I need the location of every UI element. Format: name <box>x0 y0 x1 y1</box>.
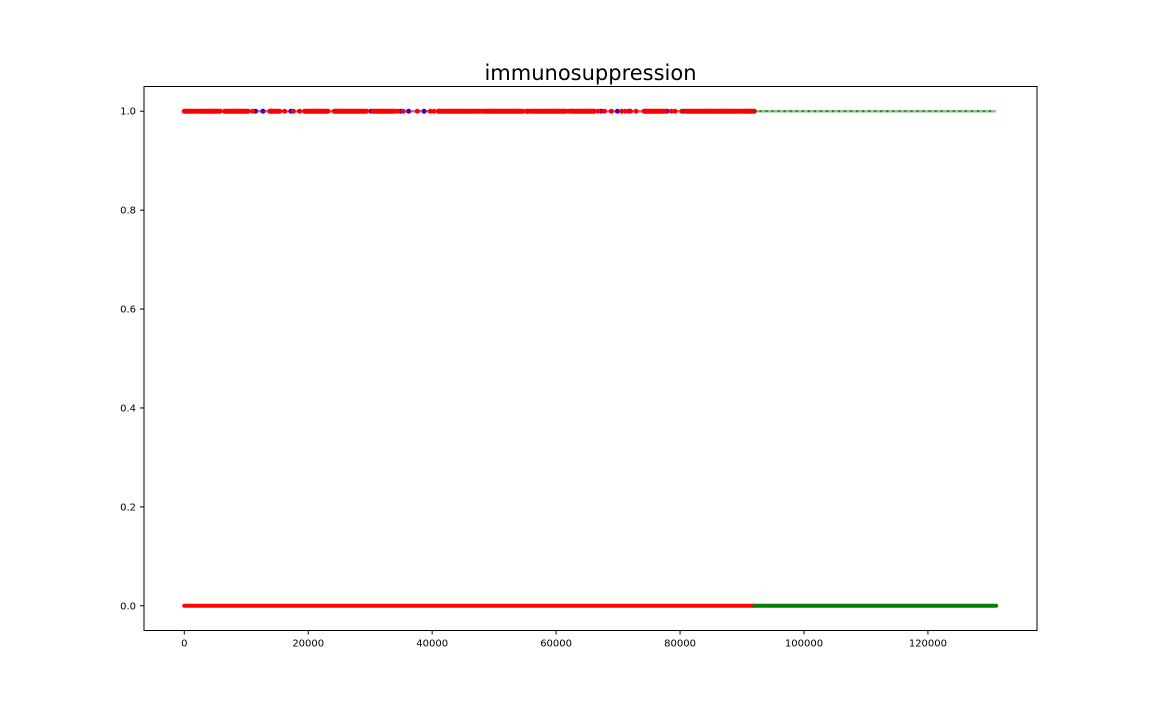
series-3-point-12 <box>595 108 601 114</box>
x-tick-label-0: 0 <box>181 639 187 650</box>
x-axis: 0 20000 40000 60000 80000 100000 120000 <box>181 630 947 650</box>
series-4-speck-22 <box>837 110 841 113</box>
series-3-point-8 <box>431 108 437 114</box>
y-tick-label-4: 0.8 <box>120 206 136 217</box>
series-3-point-18 <box>633 108 639 114</box>
series-3-point-13 <box>601 108 607 114</box>
series-3-point-0 <box>249 108 255 114</box>
series-4-speck-12 <box>777 110 780 113</box>
series-4-speck-11 <box>795 110 798 113</box>
series-3-point-21 <box>679 108 685 114</box>
series-3-point-1 <box>282 108 288 114</box>
series-4-speck-19 <box>892 110 895 113</box>
x-tick-label-5: 100000 <box>785 639 823 650</box>
series-4-speck-5 <box>904 110 907 113</box>
series-4-speck-9 <box>831 110 835 113</box>
series-4-speck-13 <box>759 110 762 113</box>
series-3-point-3 <box>297 108 303 114</box>
series-4-speck-10 <box>813 110 817 113</box>
series-4-speck-2 <box>958 110 962 113</box>
series-3-point-7 <box>427 108 433 114</box>
series-3-point-2 <box>290 108 296 114</box>
series-4-speck-4 <box>922 110 925 113</box>
series-4-speck-1 <box>976 110 980 113</box>
series-3-point-14 <box>608 108 614 114</box>
series-4-speck-25 <box>783 110 786 113</box>
series-4-speck-38 <box>789 110 792 113</box>
plot-frame <box>143 86 1038 631</box>
series-4-speck-27 <box>988 110 992 113</box>
series-4-speck-8 <box>849 110 853 113</box>
series-4-speck-17 <box>928 110 931 113</box>
series-4-speck-20 <box>874 110 877 113</box>
x-tick-label-3: 60000 <box>540 639 572 650</box>
y-axis: 0.0 0.2 0.4 0.6 0.8 1.0 <box>120 107 144 612</box>
series-3-point-17 <box>627 108 633 114</box>
series-4-speck-16 <box>946 110 949 113</box>
series-4-speck-36 <box>825 110 829 113</box>
series-4-speck-14 <box>982 110 986 113</box>
series-3-point-20 <box>672 108 678 114</box>
y-tick-label-3: 0.6 <box>120 305 136 316</box>
series-4-speck-6 <box>886 110 889 113</box>
y-tick-label-2: 0.4 <box>120 403 136 414</box>
series-3-point-19 <box>668 108 674 114</box>
series-4-speck-26 <box>765 110 768 113</box>
chart-title: immunosuppression <box>484 61 696 85</box>
series-4-speck-34 <box>861 110 865 113</box>
series-4-speck-21 <box>855 110 859 113</box>
series-3-point-4 <box>394 108 400 114</box>
series-2-point-22 <box>614 108 620 114</box>
series-4-speck-28 <box>970 110 974 113</box>
series-4-speck-30 <box>934 110 937 113</box>
series-2-point-12 <box>421 108 427 114</box>
series-4-speck-0 <box>753 110 756 113</box>
series-4-speck-7 <box>868 110 871 113</box>
series-3-point-5 <box>400 108 406 114</box>
y-tick-label-5: 1.0 <box>120 107 136 118</box>
series-3-point-9 <box>478 108 484 114</box>
series-4-speck-29 <box>952 110 956 113</box>
series-4-speck-39 <box>771 110 774 113</box>
series-3-point-10 <box>523 108 529 114</box>
data-marks <box>181 108 999 608</box>
series-3-point-16 <box>623 108 629 114</box>
series-4-speck-3 <box>940 110 943 113</box>
series-3-point-6 <box>414 108 420 114</box>
series-3-point-22 <box>736 108 742 114</box>
series-4-speck-23 <box>819 110 823 113</box>
series-2-point-11 <box>406 108 412 114</box>
series-4-speck-31 <box>916 110 919 113</box>
y-tick-label-1: 0.2 <box>120 502 136 513</box>
series-4-speck-15 <box>964 110 968 113</box>
series-4-speck-35 <box>843 110 847 113</box>
series-3-point-15 <box>619 108 625 114</box>
series-4-speck-24 <box>801 110 804 113</box>
series-4-speck-33 <box>880 110 883 113</box>
x-tick-label-1: 20000 <box>292 639 324 650</box>
series-4-speck-32 <box>898 110 901 113</box>
series-4-speck-18 <box>910 110 913 113</box>
x-tick-label-4: 80000 <box>664 639 696 650</box>
y-tick-label-0: 0.0 <box>120 601 136 612</box>
x-tick-label-2: 40000 <box>416 639 448 650</box>
x-tick-label-6: 120000 <box>909 639 947 650</box>
series-4-speck-37 <box>807 110 810 113</box>
series-2-point-4 <box>260 108 266 114</box>
series-3-point-11 <box>566 108 572 114</box>
